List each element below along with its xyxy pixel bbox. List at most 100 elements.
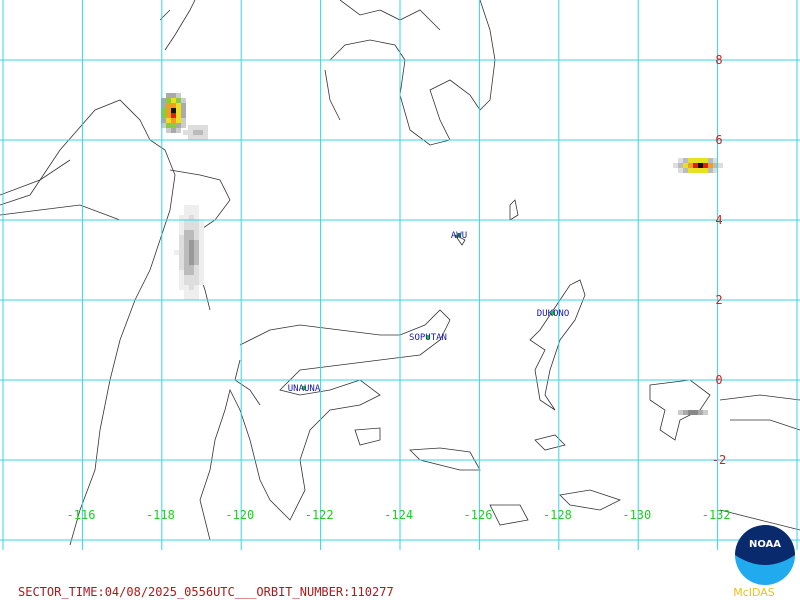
cloud-pixel	[688, 168, 693, 173]
cloud-pixel	[194, 295, 199, 300]
cloud-pixel	[184, 240, 189, 245]
cloud-pixel	[194, 230, 199, 235]
cloud-pixel	[161, 118, 166, 123]
cloud-pixel	[199, 245, 204, 250]
cloud-pixel	[199, 270, 204, 275]
logo-caption: McIDAS	[733, 586, 775, 599]
cloud-pixel	[189, 235, 194, 240]
cloud-pixel	[189, 260, 194, 265]
cloud-pixel	[171, 118, 176, 123]
cloud-pixel	[194, 225, 199, 230]
logo-upper	[735, 525, 795, 565]
cloud-pixel	[179, 270, 184, 275]
cloud-pixel	[189, 205, 194, 210]
cloud-pixel	[194, 280, 199, 285]
cloud-pixel	[198, 130, 203, 135]
latitude-label: -2	[712, 453, 726, 467]
cloud-pixel	[183, 130, 188, 135]
footer-text: SECTOR_TIME:04/08/2025_0556UTC___ORBIT_N…	[18, 585, 394, 599]
cloud-pixel	[176, 108, 181, 113]
cloud-pixel	[703, 163, 708, 168]
logo-text: NOAA	[749, 539, 781, 550]
cloud-pixel	[193, 125, 198, 130]
cloud-pixel	[188, 130, 193, 135]
cloud-pixel	[189, 275, 194, 280]
cloud-pixel	[171, 103, 176, 108]
volcano-marker	[551, 311, 555, 315]
cloud-pixel	[181, 123, 186, 128]
latitude-label: 4	[715, 213, 722, 227]
cloud-pixel	[199, 225, 204, 230]
graticule-labels: -116 -118 -120 -122 -124 -126 -128 -130 -132 8 6 4 2…	[67, 53, 731, 522]
coastline	[234, 359, 261, 406]
longitude-label: -120	[225, 508, 254, 522]
cloud-pixel	[703, 410, 708, 415]
cloud-pixel	[688, 163, 693, 168]
cloud-pixel	[189, 210, 194, 215]
graticule	[0, 0, 800, 550]
cloud-pixel	[199, 275, 204, 280]
cloud-pixel	[166, 113, 171, 118]
cloud-pixel	[184, 270, 189, 275]
cloud-pixel	[194, 255, 199, 260]
noaa-logo: NOAA McIDAS	[733, 525, 795, 599]
cloud-pixel	[693, 163, 698, 168]
cloud-pixel	[166, 93, 171, 98]
cloud-pixel	[171, 113, 176, 118]
cloud-pixel	[698, 410, 703, 415]
cloud-pixel	[184, 235, 189, 240]
cloud-pixel	[708, 158, 713, 163]
cloud-pixel	[698, 168, 703, 173]
cloud-pixel	[203, 130, 208, 135]
cloud-pixel	[194, 275, 199, 280]
cloud-pixel	[171, 128, 176, 133]
cloud-pixel	[678, 158, 683, 163]
longitude-label: -126	[464, 508, 493, 522]
cloud-pixel	[166, 128, 171, 133]
cloud-pixel	[203, 125, 208, 130]
cloud-pixel	[179, 230, 184, 235]
coastline	[329, 0, 496, 146]
longitude-label: -116	[67, 508, 96, 522]
cloud-pixel	[184, 205, 189, 210]
cloud-pixel	[189, 265, 194, 270]
cloud-pixel	[184, 220, 189, 225]
cloud-pixel	[184, 230, 189, 235]
cloud-pixel	[683, 410, 688, 415]
longitude-label: -132	[702, 508, 731, 522]
cloud-pixel	[698, 158, 703, 163]
cloud-pixel	[166, 123, 171, 128]
cloud-pixel	[189, 270, 194, 275]
cloud-pixel	[199, 250, 204, 255]
cloud-pixel	[194, 290, 199, 295]
volcano-marker	[302, 386, 306, 390]
cloud-pixel	[708, 168, 713, 173]
cloud-pixel	[693, 158, 698, 163]
cloud-pixel	[181, 118, 186, 123]
cloud-pixel	[179, 255, 184, 260]
cloud-pixel	[193, 130, 198, 135]
cloud-pixel	[194, 210, 199, 215]
cloud-pixel	[161, 98, 166, 103]
island	[529, 279, 586, 411]
cloud-pixel	[688, 158, 693, 163]
cloud-pixel	[166, 98, 171, 103]
cloud-pixel	[678, 410, 683, 415]
volcano-name: UNAUNA	[288, 384, 321, 394]
island	[454, 199, 519, 246]
cloud-pixel	[166, 118, 171, 123]
cloud-pixel	[189, 285, 194, 290]
cloud-pixel	[713, 168, 718, 173]
cloud-pixel	[184, 260, 189, 265]
latitude-label: 0	[715, 373, 722, 387]
cloud-pixel	[194, 235, 199, 240]
cloud-pixel	[194, 270, 199, 275]
cloud-pixel	[176, 103, 181, 108]
cloud-pixel	[184, 225, 189, 230]
cloud-pixel	[184, 250, 189, 255]
cloud-pixel	[693, 168, 698, 173]
cloud-pixel	[199, 260, 204, 265]
cloud-pixel	[184, 255, 189, 260]
cloud-pixel	[198, 135, 203, 140]
cloud-pixel	[194, 265, 199, 270]
